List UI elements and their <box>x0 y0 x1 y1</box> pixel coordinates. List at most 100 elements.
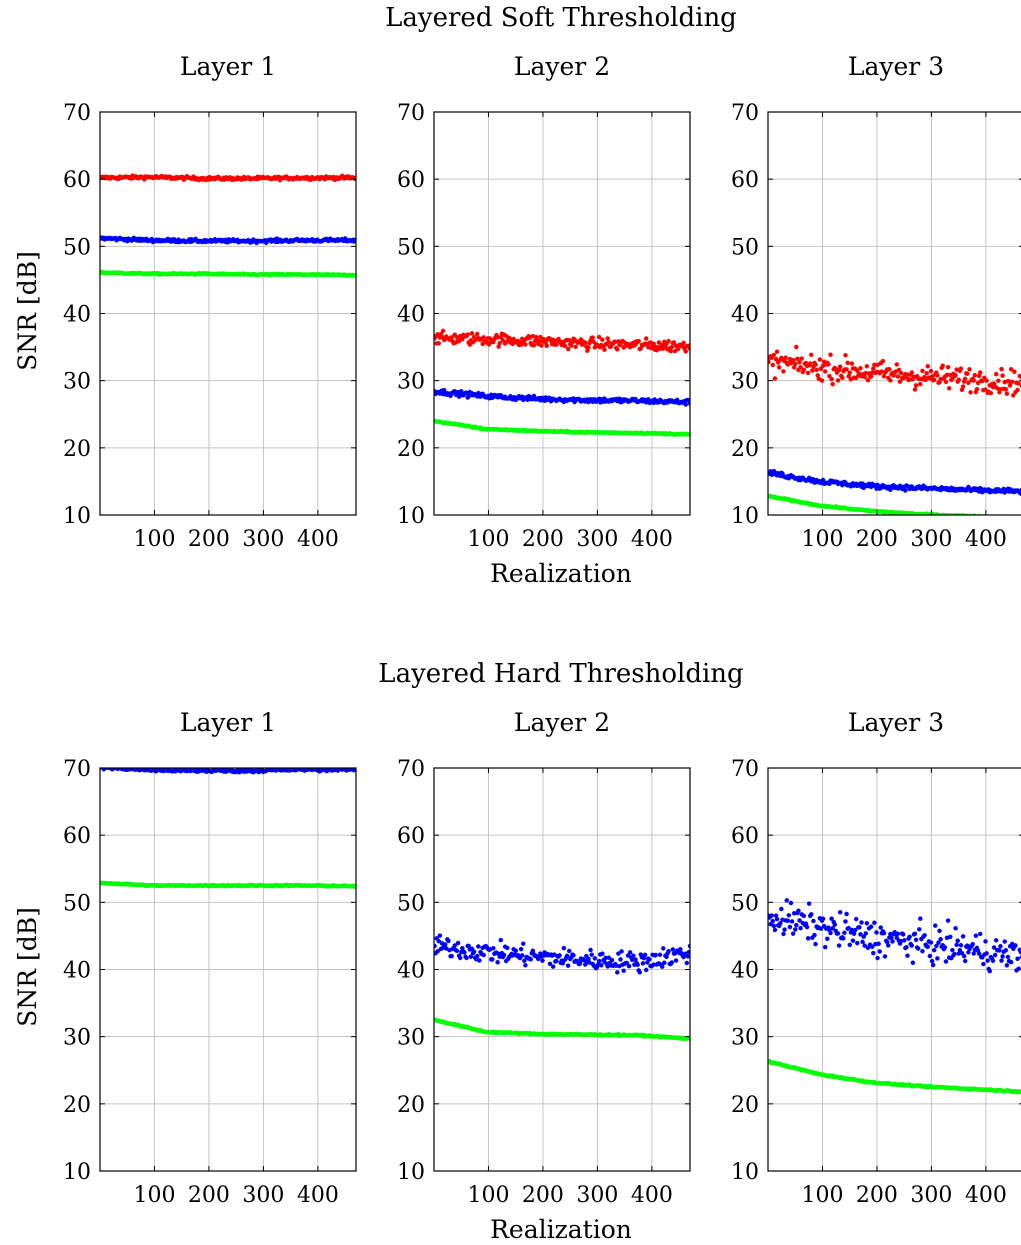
data-point <box>562 343 568 349</box>
data-point <box>888 378 893 383</box>
y-tick-label: 60 <box>63 824 91 849</box>
data-point <box>847 370 853 375</box>
data-point <box>844 367 849 372</box>
data-point <box>673 958 679 963</box>
data-point <box>678 947 683 952</box>
data-point <box>843 352 848 358</box>
data-point <box>864 921 870 926</box>
data-point <box>837 364 843 369</box>
data-point <box>798 364 803 370</box>
y-tick-label: 70 <box>397 101 425 126</box>
data-point <box>1015 387 1020 393</box>
data-point <box>782 927 787 932</box>
data-point <box>835 378 841 383</box>
data-point <box>666 948 671 954</box>
data-point <box>770 918 776 924</box>
data-point <box>475 331 480 337</box>
data-point <box>972 372 978 378</box>
data-point <box>920 368 925 374</box>
data-points <box>434 933 690 1042</box>
data-point <box>773 356 779 362</box>
x-tick-label: 300 <box>576 527 618 552</box>
x-tick-label: 300 <box>242 527 284 552</box>
data-point <box>490 957 495 962</box>
x-tick-label: 100 <box>133 527 175 552</box>
data-point <box>683 349 688 354</box>
data-point <box>495 960 500 965</box>
data-point <box>953 926 958 931</box>
data-point <box>1008 959 1014 965</box>
data-point <box>958 942 964 948</box>
y-tick-label: 50 <box>731 235 759 260</box>
data-point <box>522 958 527 964</box>
data-point <box>962 958 968 964</box>
soft-x-axis-label: Realization <box>490 559 632 588</box>
y-tick-label: 60 <box>63 168 91 193</box>
data-point <box>828 930 833 936</box>
y-tick-label: 50 <box>63 891 91 916</box>
data-point <box>913 937 919 943</box>
data-point <box>772 927 778 933</box>
data-point <box>609 957 615 963</box>
series-2 <box>434 387 690 407</box>
data-point <box>811 918 816 924</box>
data-point <box>1011 393 1016 398</box>
data-point <box>875 955 880 961</box>
data-point <box>813 941 818 947</box>
data-point <box>950 947 955 953</box>
y-tick-label: 20 <box>63 1093 91 1118</box>
data-point <box>935 373 940 378</box>
data-point <box>943 379 949 385</box>
data-point <box>772 376 778 381</box>
data-point <box>934 943 939 949</box>
data-point <box>790 931 796 936</box>
x-tick-label: 400 <box>631 527 673 552</box>
x-tick-label: 100 <box>133 1183 175 1208</box>
data-point <box>560 960 566 966</box>
data-point <box>988 390 994 396</box>
data-point <box>809 912 814 917</box>
data-point <box>528 957 533 962</box>
data-point <box>869 944 875 950</box>
data-point <box>615 970 620 975</box>
data-point <box>774 916 780 922</box>
x-tick-label: 200 <box>856 527 898 552</box>
data-point <box>880 358 886 364</box>
data-point <box>863 931 869 936</box>
data-point <box>636 338 641 344</box>
data-point <box>847 942 853 948</box>
y-tick-label: 70 <box>397 757 425 782</box>
data-point <box>1012 369 1017 374</box>
data-point <box>475 953 480 959</box>
data-point <box>635 962 640 968</box>
data-point <box>469 331 475 336</box>
data-point <box>962 376 968 382</box>
data-point <box>625 953 631 958</box>
x-tick-label: 400 <box>297 1183 339 1208</box>
data-point <box>805 370 811 376</box>
data-point <box>897 379 903 384</box>
data-point <box>956 377 962 383</box>
data-point <box>973 933 979 938</box>
data-point <box>686 949 690 955</box>
data-point <box>895 931 901 936</box>
data-points <box>768 898 1021 1095</box>
data-point <box>621 968 626 974</box>
data-point <box>992 952 998 958</box>
data-point <box>794 344 799 350</box>
data-point <box>670 947 676 952</box>
data-point <box>771 923 777 929</box>
data-point <box>826 361 831 367</box>
data-point <box>776 365 782 370</box>
data-point <box>905 953 910 958</box>
data-point <box>590 335 595 340</box>
data-point <box>540 958 545 963</box>
data-point <box>513 948 519 953</box>
data-point <box>830 926 835 931</box>
data-point <box>589 952 594 957</box>
data-point <box>852 927 858 933</box>
data-point <box>915 946 921 951</box>
data-point <box>446 938 451 944</box>
hard-panel-1-title: Layer 1 <box>180 708 276 737</box>
data-point <box>957 947 963 953</box>
